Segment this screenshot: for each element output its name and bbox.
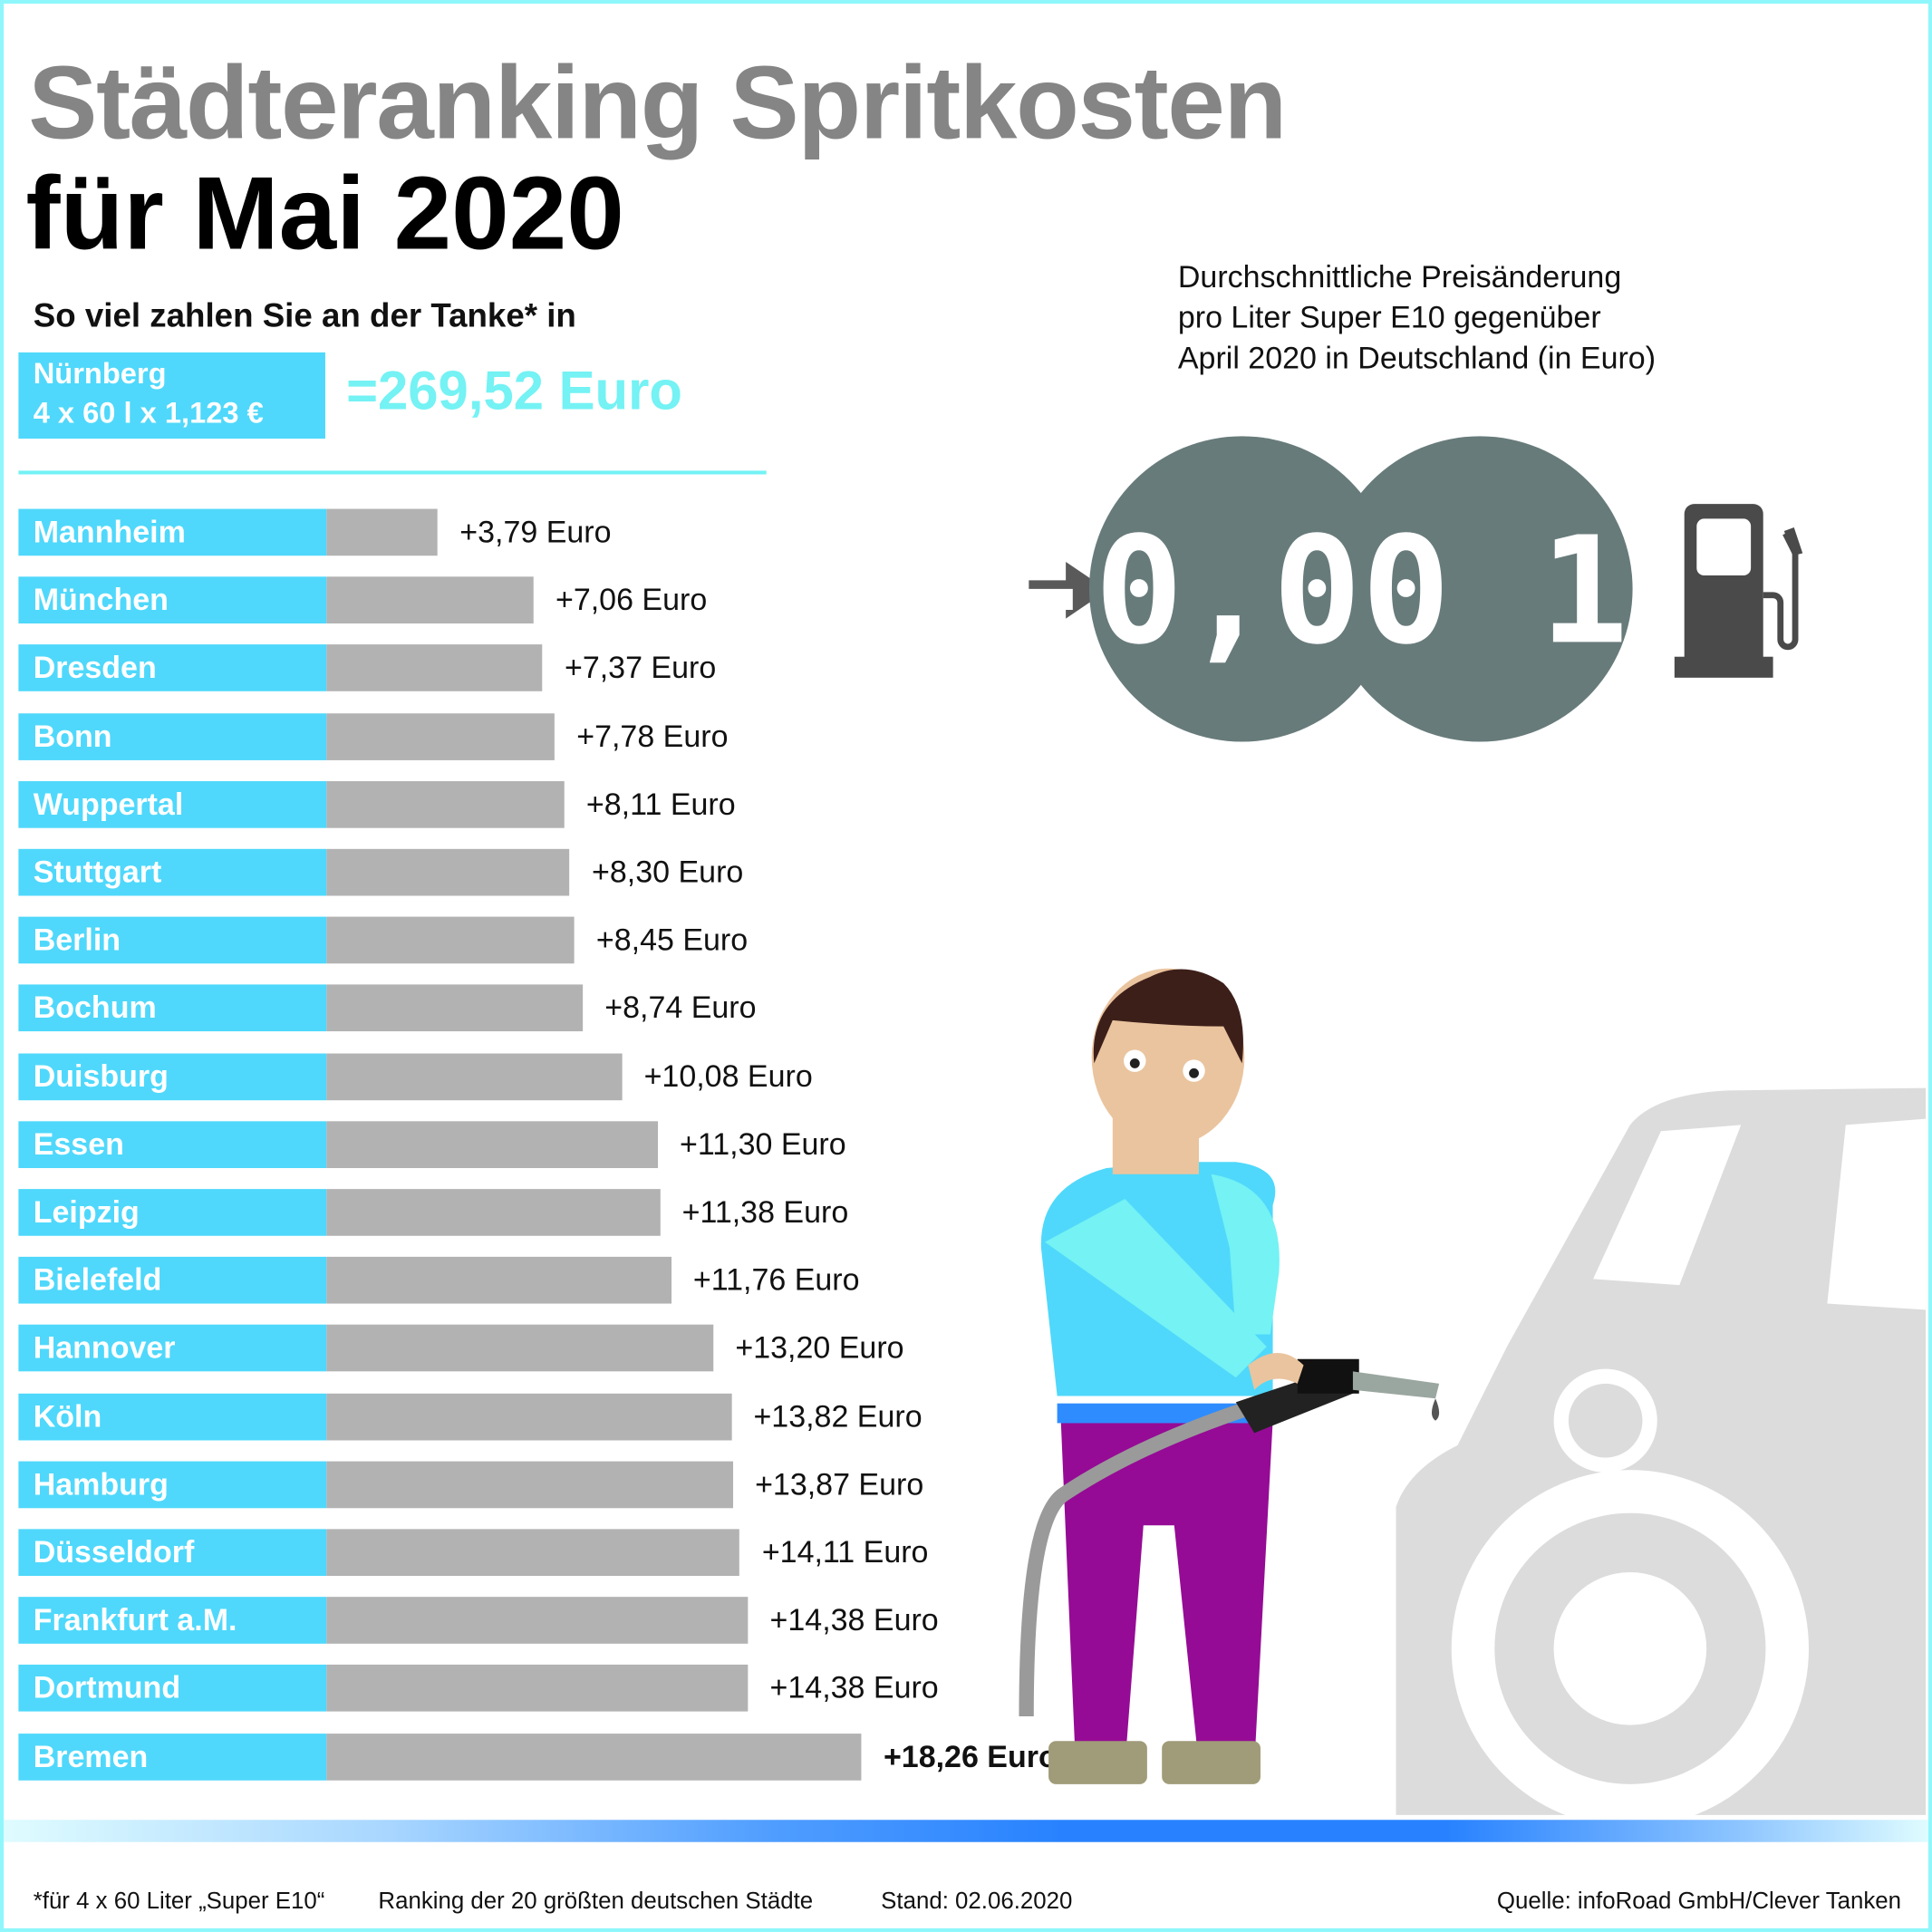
title-line-1: Städteranking Spritkosten bbox=[28, 43, 1287, 160]
city-label: Köln bbox=[18, 1393, 327, 1440]
city-label: Dresden bbox=[18, 644, 327, 692]
display-value: -0,00 18 bbox=[1014, 506, 1717, 677]
value-label: +14,11 Euro bbox=[761, 1535, 929, 1570]
city-label: Frankfurt a.M. bbox=[18, 1597, 327, 1645]
bar bbox=[326, 848, 570, 896]
bar bbox=[326, 916, 575, 964]
bar bbox=[326, 1665, 749, 1713]
bar bbox=[326, 712, 555, 760]
illustration-man-refueling-car bbox=[1019, 968, 1927, 1828]
desc-line-1: Durchschnittliche Preisänderung bbox=[1177, 259, 1622, 295]
value-label: +7,78 Euro bbox=[576, 719, 729, 754]
date-note: Stand: 02.06.2020 bbox=[881, 1889, 1073, 1915]
bar bbox=[326, 1393, 731, 1440]
reference-total: =269,52 Euro bbox=[346, 361, 682, 422]
subtitle: So viel zahlen Sie an der Tanke* in bbox=[33, 296, 576, 334]
value-label: +8,74 Euro bbox=[604, 990, 757, 1026]
bar bbox=[326, 576, 534, 624]
bar bbox=[326, 508, 438, 556]
bar bbox=[326, 1597, 749, 1645]
bar bbox=[326, 1461, 733, 1508]
desc-line-2: pro Liter Super E10 gegenüber bbox=[1177, 300, 1601, 335]
bar bbox=[326, 1325, 713, 1372]
city-label: Bochum bbox=[18, 984, 327, 1032]
price-change-description: Durchschnittliche Preisänderung pro Lite… bbox=[1178, 257, 1656, 380]
value-label: +8,45 Euro bbox=[595, 923, 749, 958]
city-label: Mannheim bbox=[18, 508, 327, 556]
value-label: +13,20 Euro bbox=[735, 1330, 904, 1367]
bar bbox=[326, 1121, 658, 1168]
bar bbox=[326, 984, 583, 1032]
value-label: +18,26 Euro bbox=[883, 1739, 1058, 1774]
city-label: Berlin bbox=[18, 916, 327, 964]
gradient-strip bbox=[4, 1820, 1928, 1842]
city-label: Düsseldorf bbox=[18, 1529, 327, 1577]
value-label: +11,38 Euro bbox=[681, 1194, 849, 1230]
divider bbox=[18, 470, 767, 475]
value-label: +13,82 Euro bbox=[753, 1399, 923, 1435]
city-label: München bbox=[18, 576, 327, 624]
fuel-nozzle bbox=[1019, 1352, 1440, 1717]
value-label: +10,08 Euro bbox=[643, 1058, 813, 1094]
city-label: Hamburg bbox=[18, 1461, 327, 1508]
ranking-note: Ranking der 20 größten deutschen Städte bbox=[378, 1889, 814, 1915]
city-label: Duisburg bbox=[18, 1052, 327, 1100]
city-label: Stuttgart bbox=[18, 848, 327, 896]
arrow-right-icon bbox=[1029, 562, 1108, 619]
value-label: +7,06 Euro bbox=[555, 583, 708, 618]
reference-city-box: Nürnberg 4 x 60 l x 1,123 € bbox=[18, 352, 325, 440]
city-label: Wuppertal bbox=[18, 780, 327, 828]
reference-city: Nürnberg bbox=[33, 357, 167, 391]
title-line-2: für Mai 2020 bbox=[25, 155, 624, 272]
city-label: Dortmund bbox=[18, 1665, 327, 1713]
bar bbox=[326, 1733, 862, 1781]
desc-line-3: April 2020 in Deutschland (in Euro) bbox=[1177, 341, 1657, 376]
bar bbox=[326, 780, 565, 828]
bar bbox=[326, 644, 543, 692]
city-label: Leipzig bbox=[18, 1189, 327, 1236]
value-label: +8,30 Euro bbox=[592, 855, 744, 890]
bar bbox=[326, 1052, 623, 1100]
bar bbox=[326, 1189, 661, 1236]
value-label: +11,76 Euro bbox=[692, 1262, 860, 1299]
city-label: Essen bbox=[18, 1121, 327, 1168]
city-label: Hannover bbox=[18, 1325, 327, 1372]
city-label: Bielefeld bbox=[18, 1257, 327, 1304]
display-circle-left bbox=[1088, 436, 1396, 742]
car bbox=[1396, 1087, 1927, 1828]
city-label: Bremen bbox=[18, 1733, 327, 1781]
value-label: +3,79 Euro bbox=[459, 515, 612, 550]
reference-formula: 4 x 60 l x 1,123 € bbox=[33, 396, 264, 430]
display-circle-right bbox=[1327, 436, 1633, 742]
bar bbox=[326, 1529, 740, 1577]
value-label: +7,37 Euro bbox=[564, 651, 717, 686]
city-label: Bonn bbox=[18, 712, 327, 760]
bar bbox=[326, 1257, 671, 1304]
fuel-pump-icon bbox=[1674, 504, 1803, 678]
value-label: +13,87 Euro bbox=[755, 1467, 924, 1502]
footnote: *für 4 x 60 Liter „Super E10“ bbox=[33, 1889, 325, 1915]
man bbox=[1040, 968, 1280, 1784]
price-display-graphic: -0,00 18 bbox=[1014, 436, 1803, 742]
value-label: +14,38 Euro bbox=[769, 1603, 939, 1638]
value-label: +8,11 Euro bbox=[585, 787, 736, 822]
value-label: +11,30 Euro bbox=[679, 1126, 846, 1162]
value-label: +14,38 Euro bbox=[769, 1671, 939, 1706]
source-note: Quelle: infoRoad GmbH/Clever Tanken bbox=[1496, 1889, 1902, 1915]
